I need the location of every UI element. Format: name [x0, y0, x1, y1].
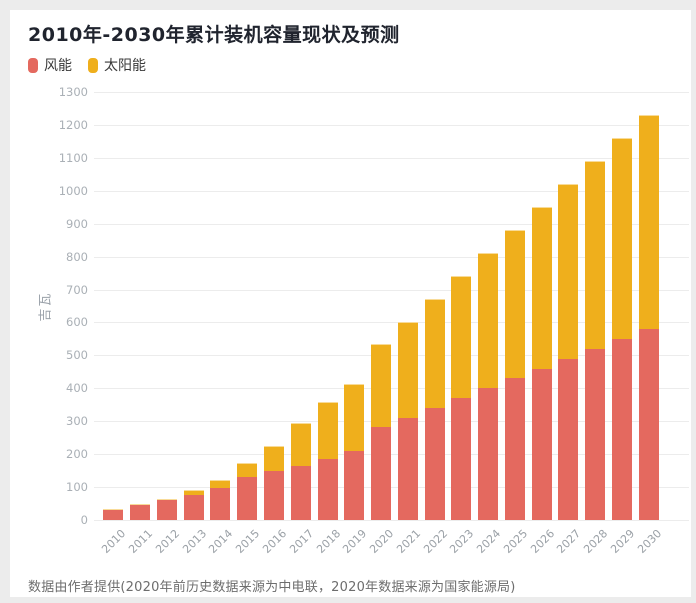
gridline	[94, 355, 689, 357]
bar-2012-solar	[156, 498, 177, 500]
bar-2013-wind	[183, 494, 204, 520]
legend: 风能 太阳能	[28, 55, 146, 75]
bar-2018-wind	[317, 459, 338, 520]
bar-2019-wind	[344, 450, 365, 520]
y-tick-label: 300	[66, 414, 88, 429]
bar-2023-wind	[451, 398, 472, 520]
y-tick-label: 600	[66, 315, 88, 330]
chart-card: 2010年-2030年累计装机容量现状及预测 风能 太阳能 吉瓦 0 100 200…	[10, 10, 691, 597]
bar-2020-solar	[371, 344, 392, 428]
bar-2016-wind	[263, 470, 284, 520]
bar-2029-solar	[612, 138, 633, 339]
y-tick-label: 800	[66, 249, 88, 264]
bar-2028-wind	[585, 348, 606, 520]
gridline	[94, 256, 689, 258]
source-note: 数据由作者提供(2020年前历史数据来源为中电联，2020年数据来源为国家能源局…	[28, 580, 516, 595]
gridline	[94, 421, 689, 423]
legend-item-wind: 风能	[28, 55, 72, 75]
gridline	[94, 223, 689, 225]
gridline	[94, 322, 689, 324]
bar-2011-solar	[130, 504, 151, 505]
gridline	[94, 190, 689, 192]
bar-2026-wind	[531, 368, 552, 520]
bar-2010-wind	[103, 509, 124, 520]
y-tick-label: 200	[66, 447, 88, 462]
bar-2021-solar	[397, 322, 418, 418]
bar-2016-solar	[263, 445, 284, 471]
gridline	[94, 92, 689, 93]
gridline	[94, 388, 689, 390]
legend-label-wind: 风能	[44, 58, 72, 74]
bar-2027-solar	[558, 184, 579, 359]
gridline	[94, 487, 689, 489]
solar-swatch-icon	[88, 57, 98, 73]
bar-2025-wind	[504, 378, 525, 520]
bar-2024-wind	[478, 388, 499, 520]
bar-2030-wind	[638, 329, 659, 520]
bar-2028-solar	[585, 161, 606, 349]
bar-2024-solar	[478, 253, 499, 389]
bar-2022-wind	[424, 408, 445, 520]
bar-2018-solar	[317, 401, 338, 460]
y-tick-label: 900	[66, 216, 88, 231]
bar-2020-wind	[371, 427, 392, 520]
bar-2021-wind	[397, 417, 418, 520]
y-tick-label: 700	[66, 282, 88, 297]
y-tick-label: 1200	[58, 117, 88, 132]
chart-title: 2010年-2030年累计装机容量现状及预测	[28, 24, 400, 46]
legend-label-solar: 太阳能	[104, 58, 146, 74]
bar-2011-wind	[130, 504, 151, 520]
gridline	[94, 124, 689, 126]
bar-2012-wind	[156, 499, 177, 520]
bar-2019-solar	[344, 383, 365, 451]
bar-2014-wind	[210, 488, 231, 520]
bar-2015-solar	[237, 462, 258, 477]
y-tick-label: 500	[66, 348, 88, 363]
y-tick-label: 1300	[58, 85, 88, 99]
bar-2027-wind	[558, 358, 579, 520]
bar-2022-solar	[424, 299, 445, 409]
y-tick-label: 1100	[58, 150, 88, 165]
bar-2026-solar	[531, 207, 552, 369]
bar-2013-solar	[183, 489, 204, 495]
bar-2029-wind	[612, 338, 633, 520]
y-tick-label: 1000	[58, 183, 88, 198]
legend-item-solar: 太阳能	[88, 55, 146, 75]
gridline	[94, 157, 689, 159]
y-tick-label: 100	[66, 480, 88, 495]
gridline	[94, 520, 689, 521]
bar-2025-solar	[504, 230, 525, 379]
bar-2015-wind	[237, 476, 258, 520]
bar-2017-wind	[290, 466, 311, 520]
stacked-bar-chart: 0 100 200 300 400 500 600 700 800 900 1000 1100 1200…	[10, 10, 691, 597]
bar-2030-solar	[638, 115, 659, 330]
bar-2023-solar	[451, 276, 472, 399]
bar-2014-solar	[210, 480, 231, 489]
wind-swatch-icon	[28, 57, 38, 73]
bar-2017-solar	[290, 423, 311, 466]
gridline	[94, 454, 689, 456]
y-tick-label: 0	[80, 513, 88, 527]
y-tick-label: 400	[66, 381, 88, 396]
gridline	[94, 289, 689, 291]
